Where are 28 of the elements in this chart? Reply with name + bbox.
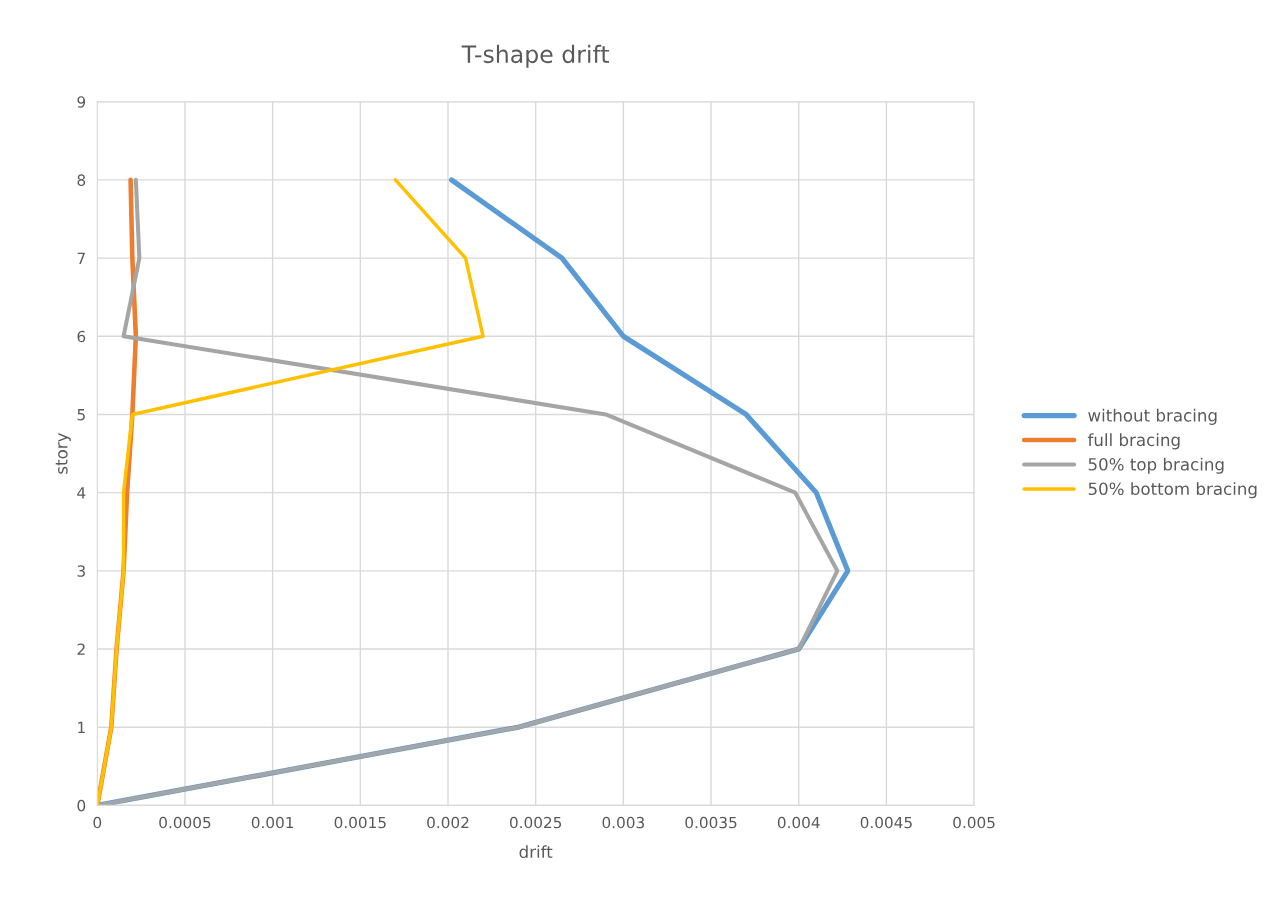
x-tick-label: 0.003 [602, 816, 644, 829]
chart-title: T-shape drift [461, 44, 610, 68]
x-tick-label: 0.001 [251, 816, 294, 829]
y-tick-label: 9 [77, 96, 86, 108]
x-tick-label: 0.005 [953, 816, 995, 829]
y-tick-label: 6 [77, 330, 86, 343]
x-tick-label: 0.0035 [685, 816, 737, 829]
y-tick-label: 5 [77, 409, 85, 421]
y-tick-label: 1 [78, 721, 85, 734]
y-tick-label: 0 [77, 799, 86, 812]
legend-label: 50% bottom bracing [1088, 482, 1257, 499]
y-tick-label: 8 [77, 174, 86, 186]
x-tick-label: 0.0005 [159, 816, 211, 829]
y-tick-label: 3 [77, 565, 85, 577]
x-tick-label: 0.0025 [509, 816, 562, 829]
x-tick-label: 0 [93, 816, 102, 829]
y-axis-title: story [55, 432, 71, 474]
x-tick-label: 0.004 [777, 816, 820, 829]
x-tick-label: 0.002 [427, 816, 469, 829]
y-tick-label: 7 [77, 252, 85, 264]
y-tick-label: 2 [77, 643, 85, 655]
legend-label: without bracing [1088, 408, 1217, 425]
legend-label: 50% top bracing [1088, 457, 1224, 474]
x-tick-label: 0.0015 [334, 816, 386, 829]
x-axis-title: drift [519, 845, 553, 859]
legend-label: full bracing [1087, 433, 1180, 450]
x-tick-label: 0.0045 [860, 816, 912, 829]
y-tick-label: 4 [77, 487, 86, 499]
